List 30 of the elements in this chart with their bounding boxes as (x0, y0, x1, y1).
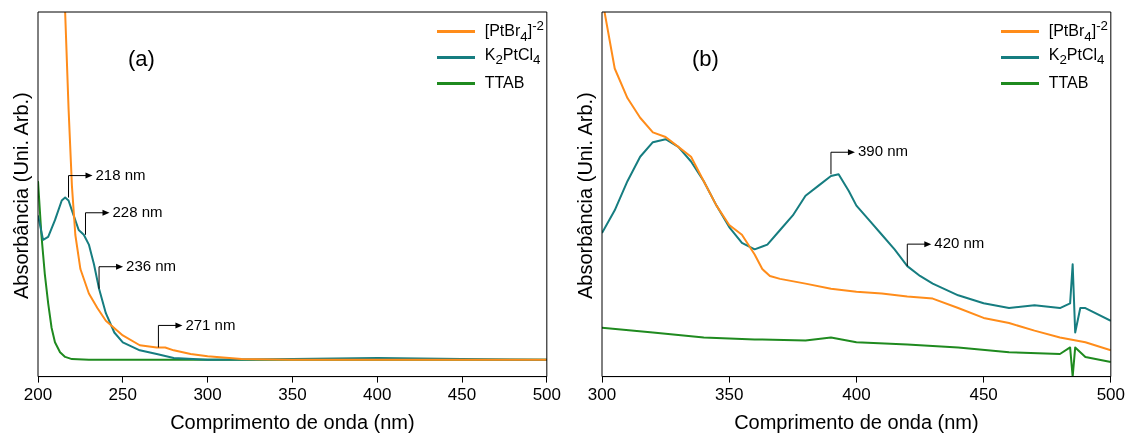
y-axis-title: Absorbância (Uni. Arb.) (10, 91, 33, 301)
legend-label: [PtBr$_{4}$]$^{-2}$ (1048, 18, 1108, 44)
x-axis-title: Comprimento de onda (nm) (734, 410, 979, 433)
y-axis-title: Absorbância (Uni. Arb.) (574, 91, 597, 301)
annotation: 390 nm (857, 142, 909, 160)
x-tick-label: 200 (23, 385, 53, 405)
text: (a) (128, 46, 155, 72)
text: (b) (692, 46, 719, 72)
legend-label: TTAB (1048, 74, 1089, 92)
x-tick-label: 450 (447, 385, 477, 405)
annotation: 271 nm (185, 315, 236, 333)
legend-label: K$_{2}$PtCl$_{4}$ (484, 46, 541, 68)
x-tick-label: 400 (842, 385, 871, 405)
legend-label: [PtBr$_{4}$]$^{-2}$ (484, 18, 544, 44)
x-tick-label: 300 (587, 385, 617, 405)
x-tick-label: 300 (193, 385, 222, 405)
x-tick-label: 500 (532, 385, 562, 405)
annotation: 218 nm (95, 165, 146, 183)
legend-label: K$_{2}$PtCl$_{4}$ (1048, 46, 1105, 68)
x-tick-label: 400 (363, 385, 392, 405)
x-tick-label: 350 (715, 385, 744, 405)
x-tick-label: 450 (969, 385, 998, 405)
x-axis-title: Comprimento de onda (nm) (170, 410, 415, 433)
legend-label: TTAB (484, 74, 525, 92)
x-tick-label: 250 (108, 385, 137, 405)
x-tick-label: 500 (1096, 385, 1126, 405)
annotation: 228 nm (112, 202, 163, 220)
annotation: 420 nm (934, 234, 985, 252)
annotation: 236 nm (126, 256, 177, 274)
x-tick-label: 350 (278, 385, 307, 405)
